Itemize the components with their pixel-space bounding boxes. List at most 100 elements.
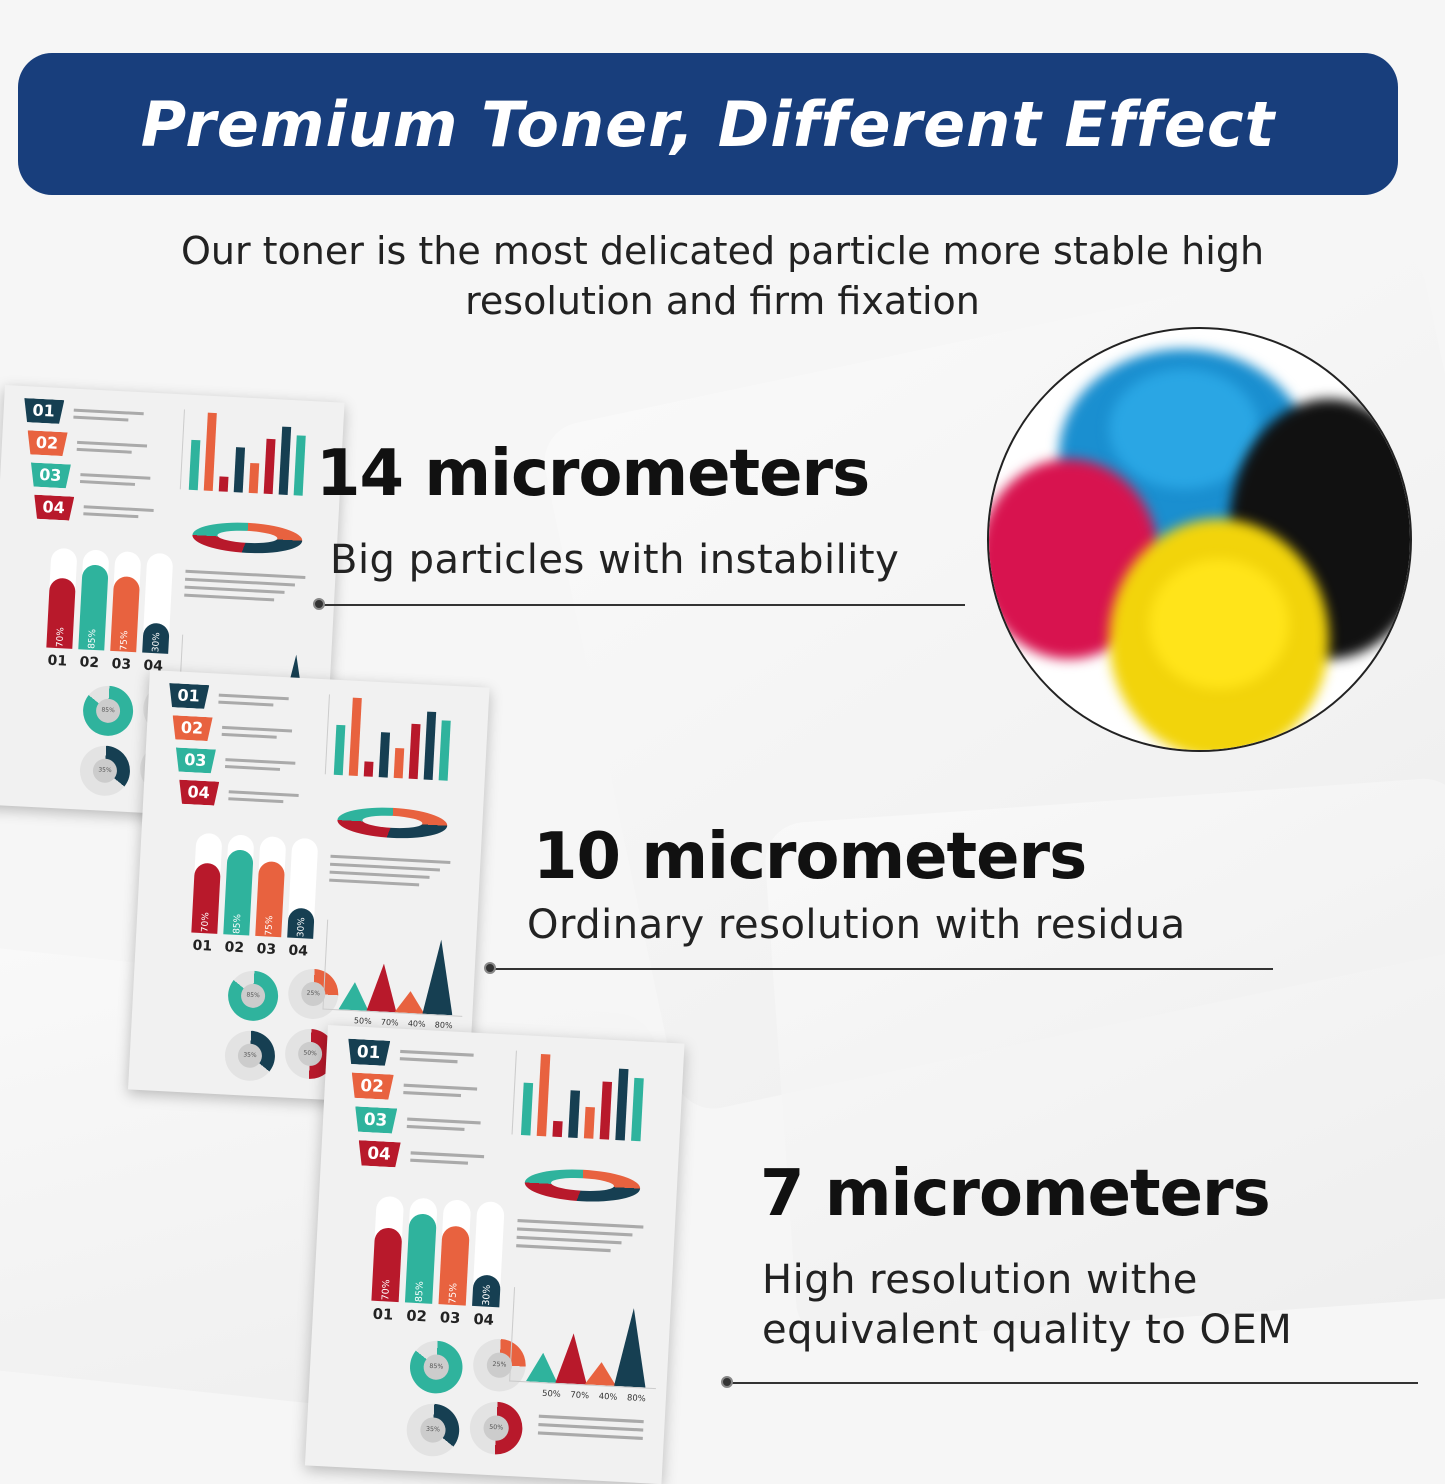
ring-chart — [336, 805, 449, 841]
triangle-chart — [509, 1287, 661, 1390]
mini-bar — [248, 462, 260, 494]
text-line — [79, 480, 136, 486]
text-line — [80, 473, 151, 480]
bar-label: 03 — [111, 655, 132, 673]
donut-chart: 85% — [408, 1339, 464, 1395]
page-title: Premium Toner, Different Effect — [140, 87, 1276, 161]
mini-bar — [378, 732, 391, 778]
text-line — [73, 408, 144, 416]
triangle-label: 50% — [353, 1016, 372, 1027]
text-line — [538, 1422, 644, 1432]
bar-percent-label: 85% — [87, 628, 99, 650]
level-description: Ordinary resolution with residua — [527, 902, 1186, 948]
title-banner: Premium Toner, Different Effect — [18, 53, 1398, 195]
triangle-mark — [526, 1352, 559, 1383]
text-line — [228, 797, 284, 804]
text-line — [329, 870, 430, 879]
donut-chart: 85% — [81, 684, 135, 738]
triangle-mark — [585, 1361, 618, 1386]
percent-bar: 75% — [255, 860, 286, 938]
triangle-mark — [394, 990, 425, 1014]
percent-bar: 30% — [472, 1274, 501, 1308]
text-line — [403, 1090, 462, 1098]
section-tag: 02 — [350, 1073, 393, 1100]
mini-bar — [599, 1081, 613, 1140]
section-tag: 02 — [171, 715, 212, 741]
mini-bar — [631, 1077, 644, 1142]
toner-powder-image — [987, 327, 1412, 752]
mini-bar — [263, 438, 276, 495]
mini-bar — [568, 1090, 581, 1138]
mini-bar-chart — [324, 694, 469, 782]
mini-bar — [393, 747, 405, 779]
triangle-label: 40% — [407, 1018, 426, 1029]
section-tag: 03 — [175, 747, 216, 773]
text-line — [218, 700, 274, 707]
ring-chart — [523, 1166, 641, 1205]
text-line — [517, 1218, 644, 1229]
bar-percent-label: 30% — [481, 1284, 494, 1306]
divider — [490, 968, 1273, 970]
mini-bar — [536, 1054, 551, 1137]
divider — [728, 1382, 1418, 1384]
subtitle-line: resolution and firm fixation — [465, 279, 980, 323]
text-line — [410, 1158, 469, 1165]
divider — [320, 604, 965, 606]
mini-bar — [348, 697, 362, 777]
percent-bar: 75% — [438, 1225, 470, 1306]
bar-percent-label: 70% — [380, 1279, 393, 1301]
text-line — [400, 1049, 474, 1057]
text-line — [537, 1431, 643, 1440]
text-line — [329, 878, 420, 887]
bar-label: 04 — [472, 1311, 495, 1330]
percent-bar: 70% — [371, 1227, 403, 1303]
donut-percent: 50% — [297, 1041, 323, 1067]
mini-bar-chart — [179, 409, 324, 497]
text-line — [218, 693, 289, 701]
text-line — [225, 758, 296, 765]
donut-chart: 85% — [226, 969, 280, 1023]
mini-bar — [218, 476, 229, 492]
ring-chart — [191, 520, 304, 556]
bar-percent-label: 85% — [232, 913, 244, 935]
bar-percent-label: 30% — [151, 632, 163, 653]
section-tag: 04 — [357, 1140, 400, 1167]
pointer-dot — [721, 1376, 733, 1388]
triangle-label: 40% — [598, 1391, 618, 1402]
subtitle: Our toner is the most delicated particle… — [0, 226, 1445, 326]
text-line — [516, 1244, 611, 1253]
level-heading: 14 micrometers — [316, 437, 870, 511]
text-line — [538, 1414, 644, 1424]
mini-bar — [520, 1082, 534, 1136]
triangle-mark — [422, 939, 456, 1015]
description-line: equivalent quality to OEM — [762, 1307, 1293, 1353]
bar-percent-label: 75% — [119, 630, 131, 651]
text-line — [330, 854, 451, 864]
text-line — [410, 1151, 485, 1159]
bar-label: 02 — [405, 1307, 428, 1326]
mini-bar — [438, 720, 451, 781]
text-line — [403, 1083, 478, 1091]
triangle-label: 70% — [380, 1017, 399, 1028]
triangle-mark — [555, 1333, 589, 1385]
percent-bar: 70% — [46, 577, 76, 649]
triangle-mark — [366, 963, 398, 1013]
bar-percent-label: 70% — [55, 627, 67, 648]
mini-bar — [203, 412, 217, 492]
mini-bar — [615, 1068, 629, 1141]
text-line — [222, 725, 293, 733]
text-line — [184, 593, 275, 602]
text-line — [83, 505, 154, 512]
donut-chart: 35% — [78, 744, 132, 798]
text-line — [184, 585, 285, 594]
percent-bar: 85% — [223, 849, 254, 936]
mini-bar — [552, 1120, 563, 1138]
percent-bar: 30% — [287, 907, 315, 939]
text-line — [330, 862, 441, 872]
subtitle-line: Our toner is the most delicated particle… — [180, 229, 1265, 273]
triangle-chart — [322, 919, 467, 1017]
section-tag: 01 — [23, 398, 64, 424]
donut-percent: 50% — [482, 1414, 510, 1442]
triangle-label: 70% — [570, 1389, 590, 1401]
section-tag: 02 — [26, 430, 67, 456]
